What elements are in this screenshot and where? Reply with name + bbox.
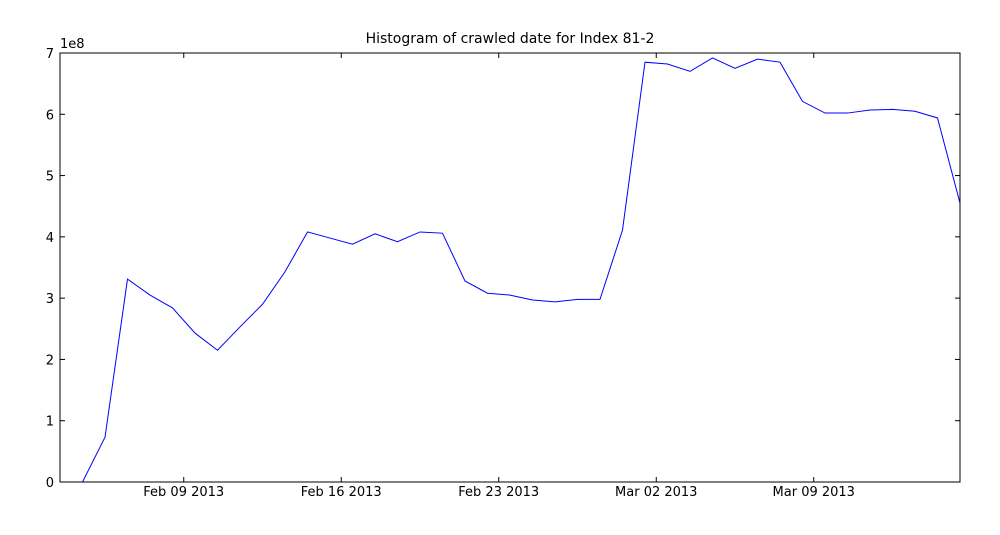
y-tick-label: 5 xyxy=(46,170,54,185)
y-tick-label: 2 xyxy=(46,353,54,368)
x-tick-label: Feb 16 2013 xyxy=(301,485,382,500)
y-tick-label: 6 xyxy=(46,108,54,123)
x-tick-label: Feb 23 2013 xyxy=(458,485,539,500)
chart-title: Histogram of crawled date for Index 81-2 xyxy=(366,31,655,47)
y-tick-label: 4 xyxy=(46,231,54,246)
x-tick-label: Feb 09 2013 xyxy=(143,485,224,500)
y-tick-label: 1 xyxy=(46,415,54,430)
y-tick-label: 7 xyxy=(46,47,54,62)
x-tick-label: Mar 02 2013 xyxy=(615,485,697,500)
x-tick-label: Mar 09 2013 xyxy=(773,485,855,500)
y-tick-label: 0 xyxy=(46,476,54,491)
y-offset-label: 1e8 xyxy=(60,37,85,52)
data-line xyxy=(60,57,961,483)
plot-frame xyxy=(59,52,961,483)
y-tick-label: 3 xyxy=(46,292,54,307)
